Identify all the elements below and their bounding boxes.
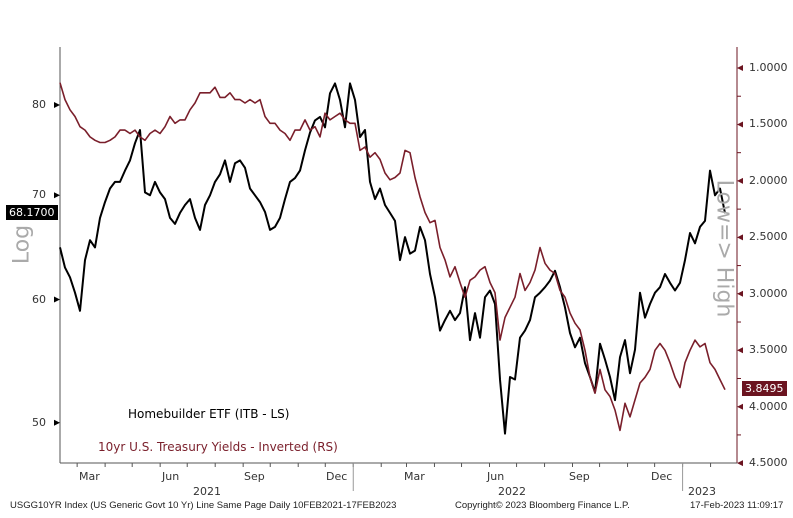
itb-series-line bbox=[59, 82, 726, 435]
left-tick-marker bbox=[54, 102, 60, 108]
right-tick-label: 3.0000 bbox=[749, 287, 788, 300]
left-axis-title: Log bbox=[9, 224, 35, 265]
x-tick-label: Sep bbox=[244, 470, 265, 483]
yield-last-value-tag: 3.8495 bbox=[742, 381, 787, 396]
x-tick-label: Mar bbox=[79, 470, 100, 483]
x-tick-label: Sep bbox=[569, 470, 590, 483]
itb-last-value-tag: 68.1700 bbox=[6, 205, 58, 220]
footer-timestamp: 17-Feb-2023 11:09:17 bbox=[690, 500, 784, 511]
footer-source: USGG10YR Index (US Generic Govt 10 Yr) L… bbox=[10, 500, 397, 511]
right-tick-label: 4.5000 bbox=[749, 456, 788, 469]
right-axis-title: Low=> High bbox=[711, 179, 737, 318]
right-tick-marker bbox=[737, 403, 743, 410]
x-tick-label: Dec bbox=[651, 470, 673, 483]
x-tick-label: Jun bbox=[487, 470, 505, 483]
right-tick-label: 1.5000 bbox=[749, 117, 788, 130]
year-label: 2021 bbox=[193, 485, 221, 498]
right-tick-label: 2.0000 bbox=[749, 174, 788, 187]
left-tick-marker bbox=[54, 419, 60, 426]
year-label: 2023 bbox=[688, 485, 716, 498]
x-tick-label: Jun bbox=[162, 470, 180, 483]
right-tick-marker bbox=[737, 121, 743, 128]
right-tick-marker bbox=[737, 65, 743, 71]
right-tick-label: 2.5000 bbox=[749, 230, 788, 243]
left-tick-marker bbox=[54, 192, 60, 199]
left-tick-label: 80 bbox=[32, 98, 46, 111]
footer-copyright: Copyright© 2023 Bloomberg Finance L.P. bbox=[455, 500, 630, 511]
right-tick-marker bbox=[737, 177, 743, 184]
x-tick-label: Dec bbox=[326, 470, 348, 483]
left-tick-label: 60 bbox=[32, 293, 46, 306]
right-tick-marker bbox=[737, 460, 743, 467]
right-tick-marker bbox=[737, 290, 743, 297]
right-tick-label: 1.0000 bbox=[749, 61, 788, 74]
right-tick-marker bbox=[737, 347, 743, 354]
year-label: 2022 bbox=[498, 485, 526, 498]
legend-itb: Homebuilder ETF (ITB - LS) bbox=[128, 407, 290, 421]
left-tick-label: 70 bbox=[32, 188, 46, 201]
right-tick-label: 3.5000 bbox=[749, 343, 788, 356]
left-tick-marker bbox=[54, 296, 60, 303]
x-tick-label: Mar bbox=[404, 470, 425, 483]
right-tick-marker bbox=[737, 234, 743, 241]
right-tick-label: 4.0000 bbox=[749, 400, 788, 413]
legend-yield: 10yr U.S. Treasury Yields - Inverted (RS… bbox=[98, 440, 338, 454]
yield-series-line bbox=[59, 82, 726, 432]
left-tick-label: 50 bbox=[32, 416, 46, 429]
